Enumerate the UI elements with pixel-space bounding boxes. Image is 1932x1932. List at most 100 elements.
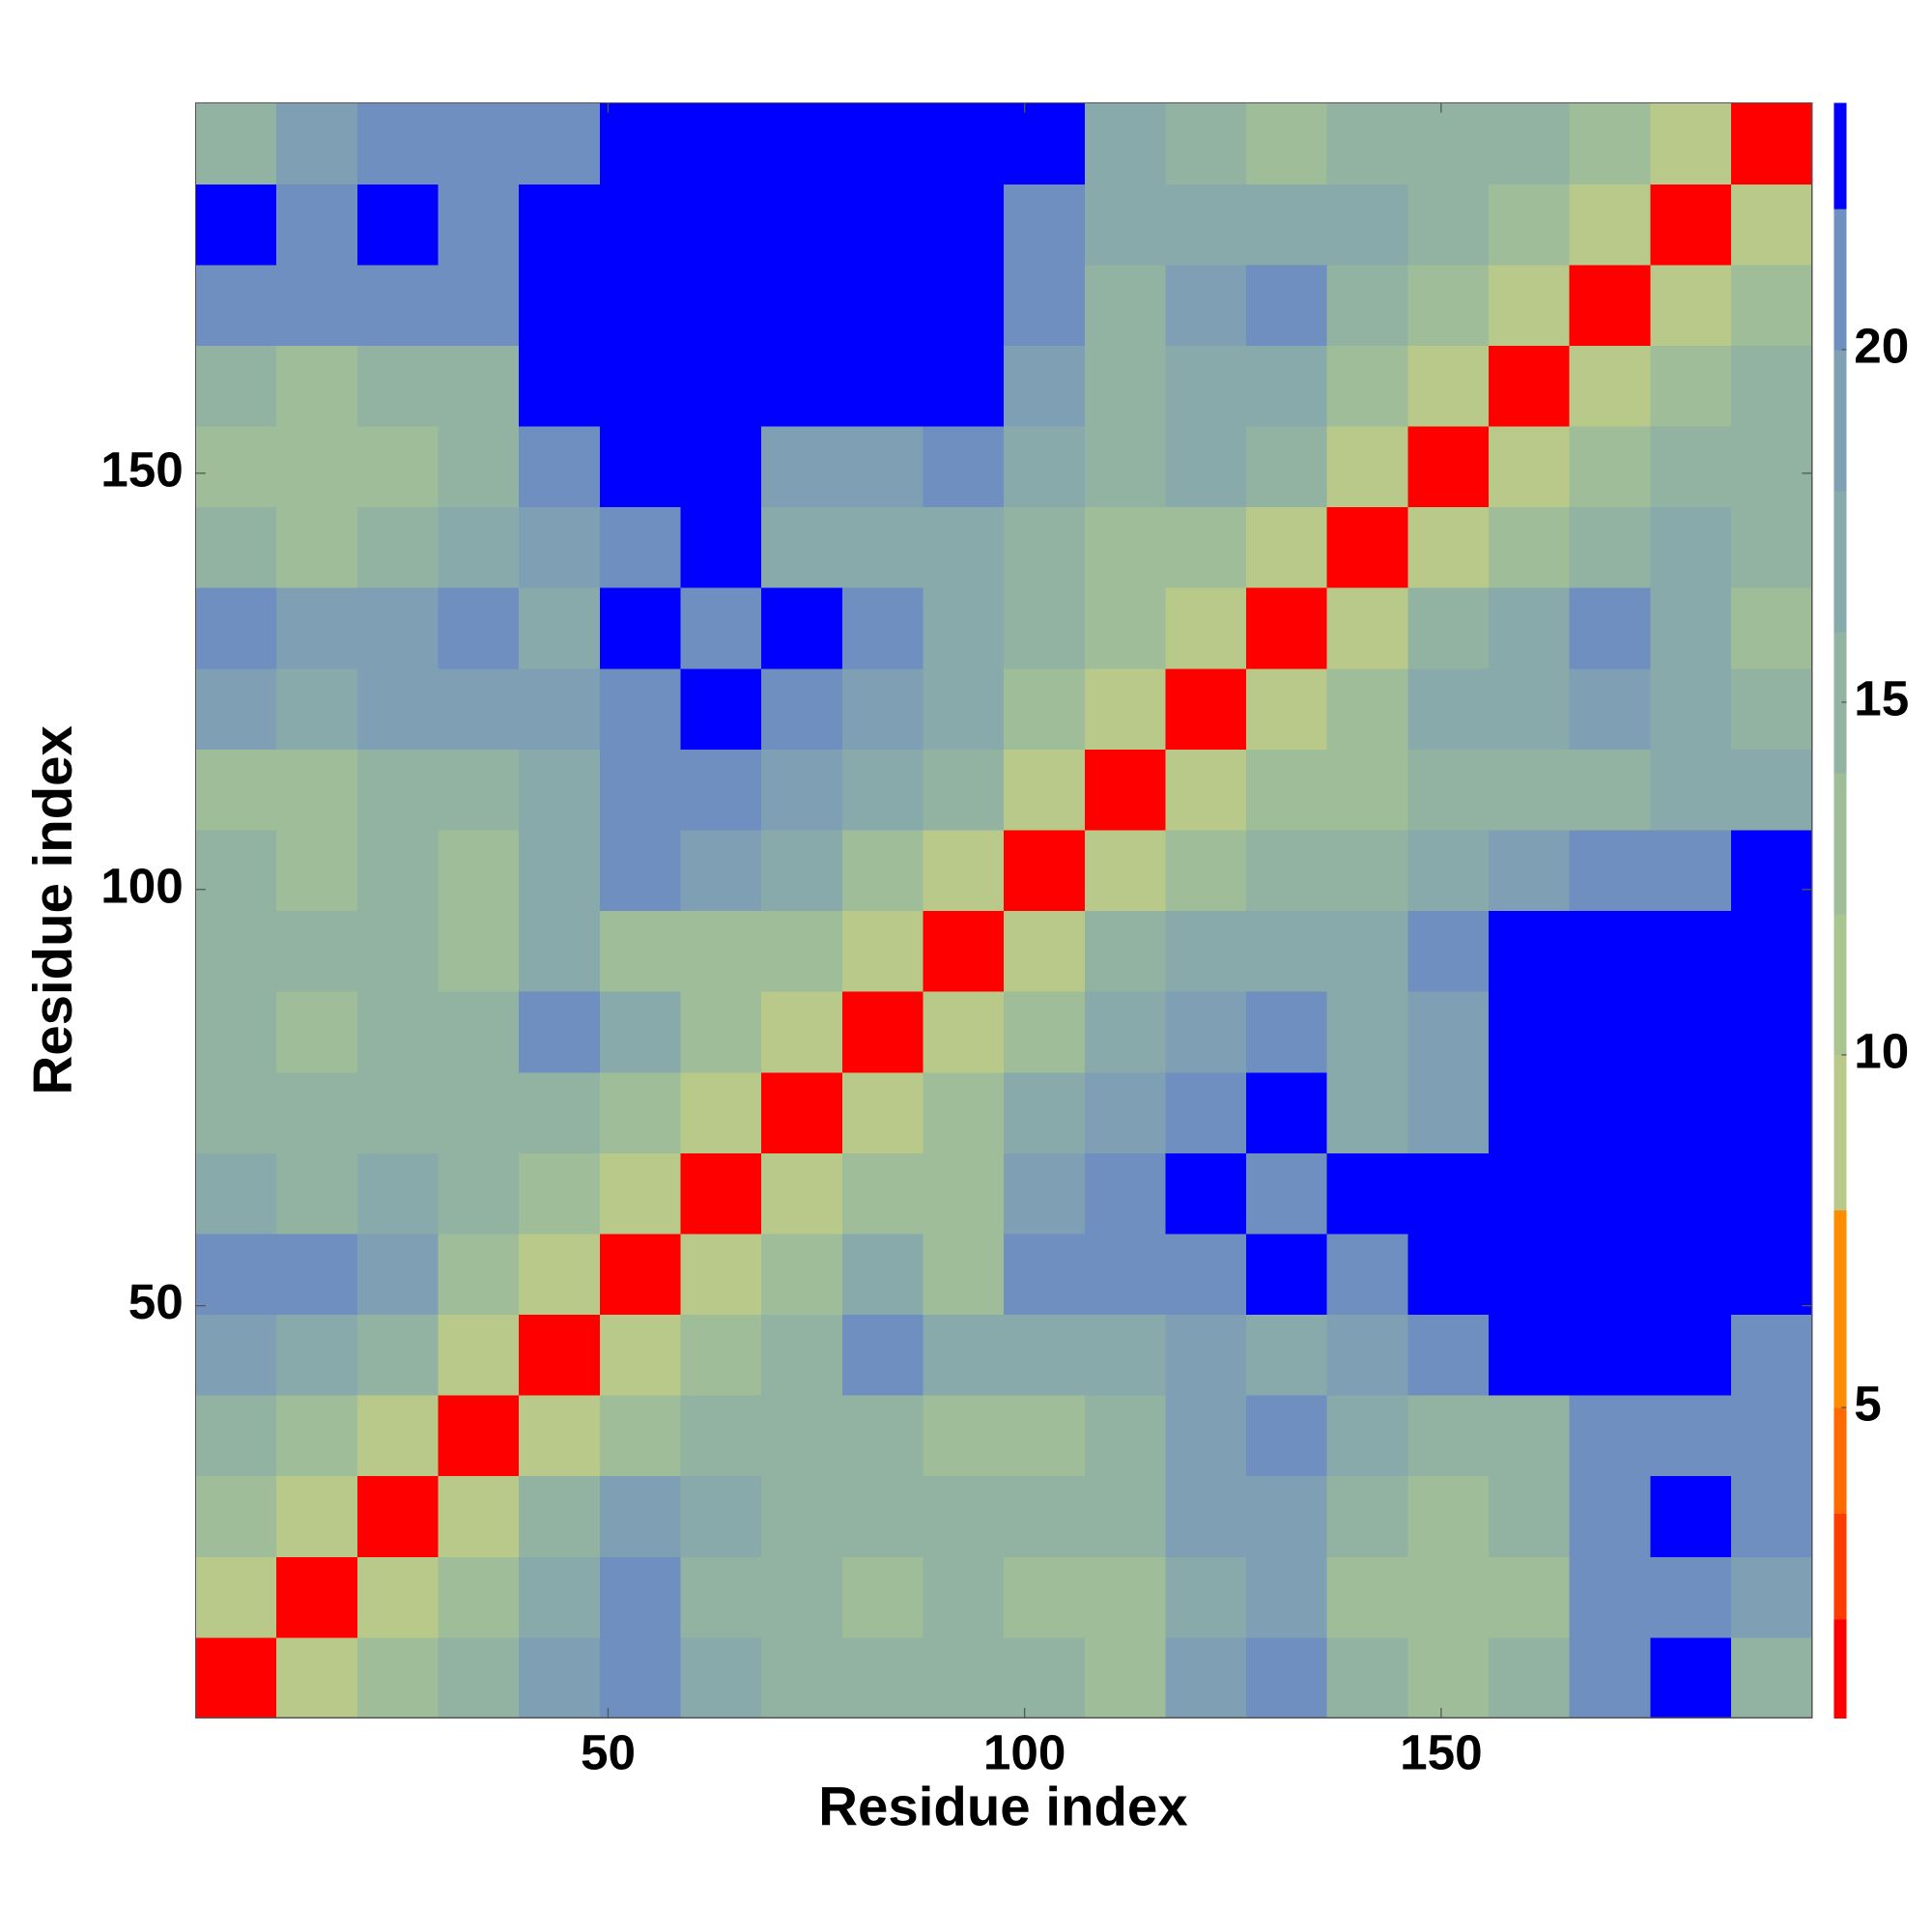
heatmap-cell: [1165, 184, 1247, 266]
heatmap-cell: [1165, 1636, 1247, 1719]
heatmap-cell: [1084, 990, 1167, 1073]
y-tick-label: 50: [128, 1274, 184, 1329]
heatmap-cell: [761, 749, 843, 831]
heatmap-cell: [356, 1475, 440, 1557]
heatmap-cell: [1650, 990, 1732, 1073]
x-tick-label: 50: [581, 1724, 636, 1779]
heatmap-cell: [599, 184, 682, 266]
heatmap-cell: [1326, 1314, 1409, 1396]
heatmap-cell: [599, 910, 682, 992]
heatmap-cell: [195, 1233, 277, 1316]
heatmap-cell: [519, 506, 601, 588]
heatmap-cell: [1650, 586, 1732, 669]
heatmap-cell: [599, 102, 682, 185]
heatmap-cell: [680, 1071, 762, 1153]
heatmap-cell: [1326, 1071, 1409, 1153]
heatmap-cell: [1650, 1233, 1732, 1316]
heatmap-cell: [1407, 506, 1490, 588]
heatmap-cell: [680, 668, 762, 750]
heatmap-cell: [1407, 184, 1490, 266]
heatmap-cell: [923, 264, 1005, 346]
heatmap-cell: [841, 910, 924, 992]
heatmap-cell: [1569, 668, 1652, 750]
heatmap-cell: [356, 668, 440, 750]
colorbar-segment: [1833, 772, 1847, 915]
heatmap-cell: [1650, 1636, 1732, 1719]
heatmap-cell: [1569, 345, 1652, 427]
heatmap-cell: [923, 1233, 1005, 1316]
heatmap-cell: [1004, 749, 1086, 831]
plot-frame: [194, 101, 1813, 1719]
heatmap-cell: [761, 1475, 843, 1557]
colorbar-segment: [1833, 1054, 1847, 1211]
heatmap-cell: [1730, 910, 1813, 992]
heatmap-cell: [1489, 184, 1571, 266]
colorbar-segment: [1833, 1406, 1847, 1515]
heatmap-cell: [923, 1394, 1005, 1477]
heatmap-cell: [599, 1636, 682, 1719]
heatmap-cell: [1004, 264, 1086, 346]
heatmap-cell: [1084, 425, 1167, 508]
heatmap-cell: [841, 425, 924, 508]
heatmap-cell: [1084, 1152, 1167, 1235]
heatmap-cell: [195, 184, 277, 266]
heatmap-cell: [1407, 990, 1490, 1073]
heatmap-cell: [1326, 910, 1409, 992]
heatmap-cell: [195, 829, 277, 912]
heatmap-cell: [1246, 749, 1328, 831]
heatmap-cell: [841, 990, 924, 1073]
heatmap-cell: [1569, 1475, 1652, 1557]
heatmap-cell: [1569, 1071, 1652, 1153]
heatmap-cell: [761, 1314, 843, 1396]
heatmap-cell: [438, 1152, 520, 1235]
heatmap-cell: [1084, 1071, 1167, 1153]
heatmap-cell: [1165, 668, 1247, 750]
heatmap-cell: [276, 1475, 358, 1557]
heatmap-cell: [1730, 1475, 1813, 1557]
heatmap-cell: [519, 829, 601, 912]
heatmap-cell: [438, 910, 520, 992]
heatmap-cell: [1730, 102, 1813, 185]
heatmap-cell: [519, 425, 601, 508]
heatmap-cell: [1004, 1475, 1086, 1557]
heatmap-cell: [1084, 345, 1167, 427]
heatmap-cell: [1246, 1314, 1328, 1396]
heatmap-cell: [1489, 829, 1571, 912]
heatmap-cell: [841, 668, 924, 750]
heatmap-cell: [519, 990, 601, 1073]
heatmap-cell: [276, 1394, 358, 1477]
heatmap-cell: [599, 990, 682, 1073]
heatmap-cell: [1650, 425, 1732, 508]
heatmap-cell: [1489, 586, 1571, 669]
heatmap-cell: [1650, 345, 1732, 427]
heatmap-cell: [1326, 345, 1409, 427]
heatmap-cell: [841, 829, 924, 912]
heatmap-cell: [680, 749, 762, 831]
heatmap-cell: [519, 910, 601, 992]
heatmap-cell: [1004, 506, 1086, 588]
heatmap-cell: [1326, 1152, 1409, 1235]
heatmap-cell: [599, 506, 682, 588]
heatmap-cell: [841, 345, 924, 427]
heatmap-cell: [1489, 264, 1571, 346]
heatmap-cell: [1084, 910, 1167, 992]
heatmap-cell: [1407, 1152, 1490, 1235]
heatmap-cell: [195, 1394, 277, 1477]
heatmap-cell: [923, 910, 1005, 992]
heatmap-cell: [599, 264, 682, 346]
heatmap-cell: [1730, 1394, 1813, 1477]
heatmap-cell: [1650, 1071, 1732, 1153]
heatmap-cell: [1326, 425, 1409, 508]
heatmap-cell: [438, 829, 520, 912]
heatmap-cell: [1246, 586, 1328, 669]
heatmap-cell: [1165, 264, 1247, 346]
heatmap-cell: [1326, 102, 1409, 185]
heatmap-cell: [1165, 990, 1247, 1073]
heatmap-cell: [1165, 1314, 1247, 1396]
heatmap-cell: [1730, 1314, 1813, 1396]
heatmap-cell: [519, 1233, 601, 1316]
heatmap-cell: [1326, 264, 1409, 346]
y-axis-title: Residue index: [22, 725, 83, 1094]
heatmap-cell: [1165, 1556, 1247, 1638]
